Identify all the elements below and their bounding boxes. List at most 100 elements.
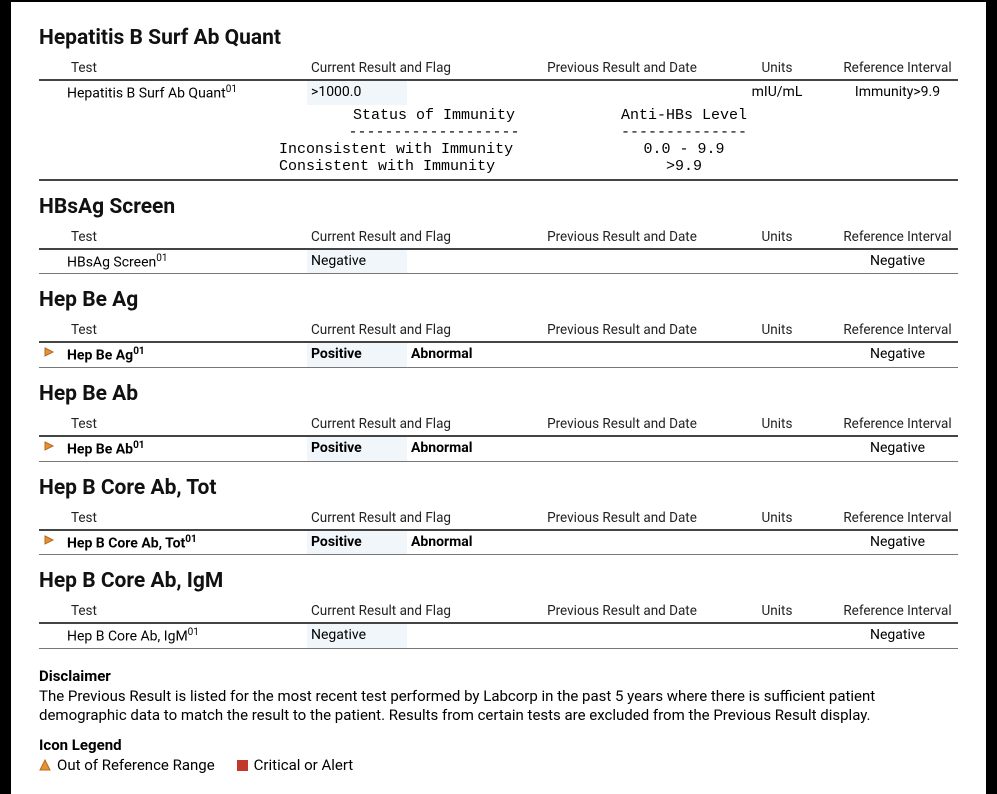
test-name: Hep Be Ag01 [67, 342, 307, 367]
table-row: Hep Be Ag01PositiveAbnormalNegative [39, 342, 958, 367]
units [717, 530, 837, 555]
footnote-sup: 01 [188, 627, 199, 638]
test-name: Hep B Core Ab, Tot01 [67, 530, 307, 555]
previous-result [527, 530, 717, 555]
result-value: Negative [307, 249, 407, 274]
result-flag [407, 249, 527, 274]
flag-cell [39, 249, 67, 274]
col-units: Units [717, 506, 837, 530]
col-test: Test [67, 225, 307, 249]
col-prev: Previous Result and Date [527, 599, 717, 623]
result-value: Negative [307, 623, 407, 648]
col-prev: Previous Result and Date [527, 506, 717, 530]
test-name: Hep Be Ab01 [67, 436, 307, 461]
col-prev: Previous Result and Date [527, 56, 717, 80]
col-test: Test [67, 599, 307, 623]
col-units: Units [717, 599, 837, 623]
reference-interval: Negative [837, 249, 958, 274]
col-ref: Reference Interval [837, 56, 958, 80]
col-result: Current Result and Flag [307, 506, 527, 530]
col-test: Test [67, 412, 307, 436]
col-result: Current Result and Flag [307, 318, 527, 342]
result-flag [407, 80, 527, 105]
col-result: Current Result and Flag [307, 412, 527, 436]
table-row: Hep Be Ab01PositiveAbnormal Negative [39, 436, 958, 461]
previous-result [527, 436, 717, 461]
legend-row: Out of Reference Range Critical or Alert [39, 756, 958, 774]
disclaimer-heading: Disclaimer [39, 667, 958, 685]
result-flag: Abnormal [407, 530, 527, 555]
legend-critical-label: Critical or Alert [254, 756, 354, 774]
col-test: Test [67, 318, 307, 342]
test-name: Hepatitis B Surf Ab Quant01 [67, 80, 307, 105]
table-row: Hep B Core Ab, IgM01NegativeNegative [39, 623, 958, 648]
result-value: Positive [307, 436, 407, 461]
col-ref: Reference Interval [837, 506, 958, 530]
col-prev: Previous Result and Date [527, 318, 717, 342]
triangle-up-icon [39, 759, 51, 771]
col-prev: Previous Result and Date [527, 225, 717, 249]
col-units: Units [717, 225, 837, 249]
units [717, 436, 837, 461]
result-table: TestCurrent Result and FlagPrevious Resu… [39, 225, 958, 275]
col-result: Current Result and Flag [307, 56, 527, 80]
result-table: TestCurrent Result and FlagPrevious Resu… [39, 318, 958, 368]
result-table: TestCurrent Result and FlagPrevious Resu… [39, 506, 958, 556]
flag-cell [39, 436, 67, 461]
reference-interval: Immunity>9.9 [837, 80, 958, 105]
col-test: Test [67, 56, 307, 80]
out-of-range-icon [43, 440, 63, 452]
legend-heading: Icon Legend [39, 736, 958, 754]
interpretation-block: Status of ImmunityAnti-HBs Level -------… [39, 105, 958, 181]
test-name: Hep B Core Ab, IgM01 [67, 623, 307, 648]
reference-interval: Negative [837, 623, 958, 648]
out-of-range-icon [43, 346, 63, 358]
footnote-sup: 01 [133, 346, 144, 357]
units: mIU/mL [717, 80, 837, 105]
table-row: Hepatitis B Surf Ab Quant01>1000.0 mIU/mL… [39, 80, 958, 105]
result-flag: Abnormal [407, 436, 527, 461]
units [717, 249, 837, 274]
reference-interval: Negative [837, 436, 958, 461]
result-flag: Abnormal [407, 342, 527, 367]
col-ref: Reference Interval [837, 412, 958, 436]
flag-cell [39, 530, 67, 555]
col-test: Test [67, 506, 307, 530]
result-table: TestCurrent Result and FlagPrevious Resu… [39, 56, 958, 105]
col-units: Units [717, 318, 837, 342]
legend-out-of-range-label: Out of Reference Range [57, 756, 215, 774]
sections-container: Hepatitis B Surf Ab QuantTestCurrent Res… [39, 26, 958, 649]
result-value: Positive [307, 342, 407, 367]
previous-result [527, 623, 717, 648]
flag-cell [39, 623, 67, 648]
col-prev: Previous Result and Date [527, 412, 717, 436]
previous-result [527, 342, 717, 367]
footnote-sup: 01 [185, 534, 196, 545]
section-title: Hep Be Ag [39, 288, 958, 312]
col-ref: Reference Interval [837, 599, 958, 623]
footnote-sup: 01 [156, 253, 167, 264]
result-table: TestCurrent Result and FlagPrevious Resu… [39, 412, 958, 462]
table-row: HBsAg Screen01NegativeNegative [39, 249, 958, 274]
result-value: Positive [307, 530, 407, 555]
section-title: Hep Be Ab [39, 382, 958, 406]
square-icon [237, 760, 248, 771]
test-name: HBsAg Screen01 [67, 249, 307, 274]
section-title: Hepatitis B Surf Ab Quant [39, 26, 958, 50]
col-ref: Reference Interval [837, 225, 958, 249]
result-value: >1000.0 [307, 80, 407, 105]
col-units: Units [717, 412, 837, 436]
flag-cell [39, 80, 67, 105]
disclaimer-body: The Previous Result is listed for the mo… [39, 687, 958, 725]
flag-cell [39, 342, 67, 367]
col-result: Current Result and Flag [307, 225, 527, 249]
previous-result [527, 249, 717, 274]
col-units: Units [717, 56, 837, 80]
section-title: HBsAg Screen [39, 195, 958, 219]
lab-report-page: Hepatitis B Surf Ab QuantTestCurrent Res… [11, 0, 986, 794]
col-ref: Reference Interval [837, 318, 958, 342]
footnote-sup: 01 [133, 440, 144, 451]
previous-result [527, 80, 717, 105]
table-row: Hep B Core Ab, Tot01PositiveAbnormal Nega… [39, 530, 958, 555]
reference-interval: Negative [837, 530, 958, 555]
